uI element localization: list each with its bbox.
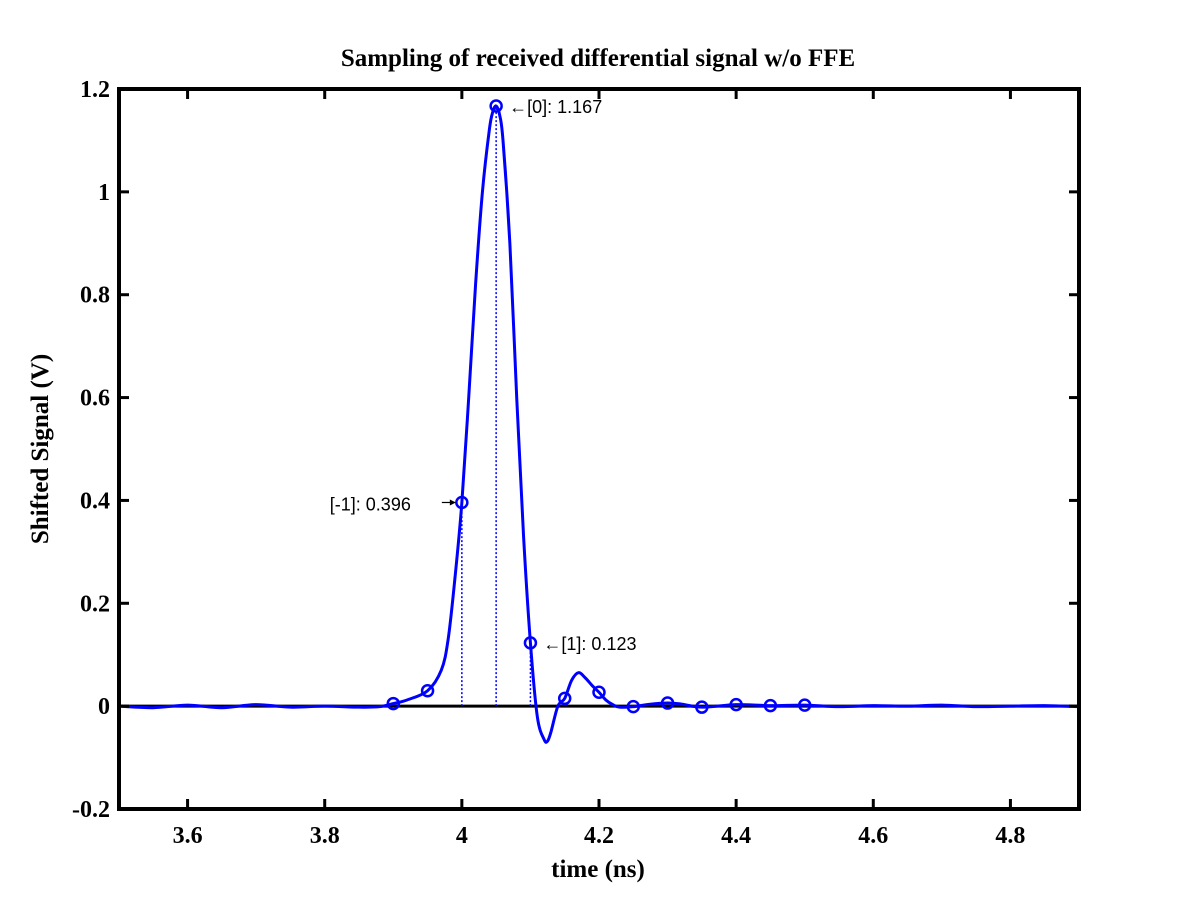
y-axis-label: Shifted Signal (V) <box>27 354 54 544</box>
sample-marker-6 <box>592 685 606 700</box>
y-tick-label-7: 1.2 <box>80 77 110 103</box>
y-tick-label-1: 0 <box>98 694 110 720</box>
annotation-label-2: ←[1]: 0.123 <box>543 634 636 654</box>
y-tick-label-3: 0.4 <box>80 488 110 514</box>
sample-marker-3 <box>489 99 503 113</box>
y-tick-label-2: 0.2 <box>80 591 110 617</box>
y-tick-label-6: 1 <box>98 180 110 206</box>
annotation-label-1: [-1]: 0.396 <box>330 494 411 514</box>
y-tick-label-4: 0.6 <box>80 386 110 412</box>
x-tick-label-4: 4.4 <box>721 823 751 849</box>
sample-marker-11 <box>763 698 778 713</box>
y-tick-label-0: -0.2 <box>72 797 110 823</box>
annotation-arrowhead-1 <box>449 499 456 506</box>
sample-marker-12 <box>797 698 812 712</box>
sample-marker-9 <box>695 700 709 714</box>
sample-marker-10 <box>729 697 743 712</box>
x-tick-label-1: 3.8 <box>310 823 340 849</box>
sample-marker-0 <box>386 696 401 711</box>
x-tick-label-0: 3.6 <box>173 823 203 849</box>
sample-marker-8 <box>660 696 675 710</box>
sample-marker-5 <box>557 691 572 706</box>
x-tick-label-6: 4.8 <box>995 823 1025 849</box>
y-tick-label-5: 0.8 <box>80 283 110 309</box>
x-tick-label-5: 4.6 <box>858 823 888 849</box>
chart-title: Sampling of received differential signal… <box>341 45 855 72</box>
annotation-label-0: ←[0]: 1.167 <box>509 97 602 117</box>
sample-marker-7 <box>626 699 641 714</box>
plot-area: ←[0]: 1.167 [-1]: 0.396 ←[1]: 0.123 3.6 3.8 4… <box>72 77 1081 849</box>
sample-marker-4 <box>523 636 538 650</box>
x-tick-label-2: 4 <box>456 823 468 849</box>
axes-frame <box>117 87 1081 811</box>
sample-marker-2 <box>455 495 469 510</box>
x-axis-label: time (ns) <box>551 856 645 883</box>
x-tick-label-3: 4.2 <box>584 823 614 849</box>
waveform-line <box>119 104 1079 744</box>
sample-marker-1 <box>420 683 435 698</box>
